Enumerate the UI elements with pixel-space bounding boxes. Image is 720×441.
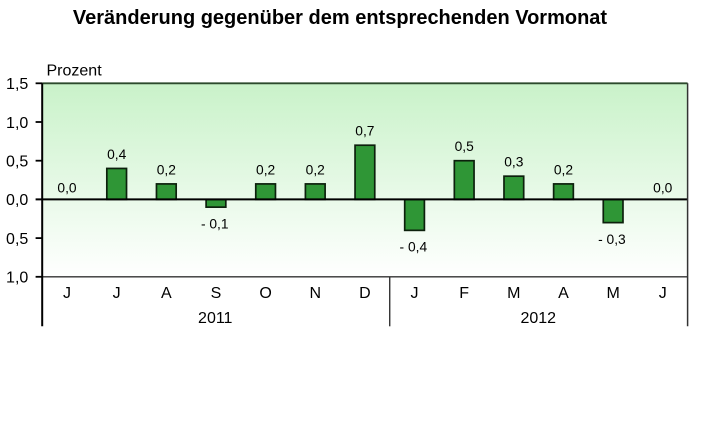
svg-text:0,2: 0,2 [157, 162, 176, 177]
svg-text:J: J [113, 285, 121, 302]
svg-text:0,2: 0,2 [256, 162, 275, 177]
svg-text:1,0: 1,0 [6, 270, 28, 287]
svg-text:0,2: 0,2 [554, 162, 573, 177]
svg-text:S: S [211, 285, 222, 302]
svg-text:A: A [161, 285, 172, 302]
svg-text:O: O [259, 285, 271, 302]
svg-text:N: N [309, 285, 321, 302]
svg-text:2012: 2012 [520, 310, 556, 327]
svg-text:0,7: 0,7 [355, 124, 374, 139]
svg-text:F: F [459, 285, 469, 302]
svg-text:0,5: 0,5 [6, 231, 28, 248]
svg-text:- 0,4: - 0,4 [400, 240, 428, 255]
svg-text:M: M [507, 285, 520, 302]
svg-text:J: J [411, 285, 419, 302]
svg-text:0,3: 0,3 [504, 155, 524, 170]
svg-text:Veränderung gegenüber dem ents: Veränderung gegenüber dem entsprechenden… [73, 7, 608, 29]
svg-text:J: J [659, 285, 667, 302]
svg-text:A: A [558, 285, 569, 302]
svg-text:0,0: 0,0 [57, 181, 77, 196]
svg-text:J: J [63, 285, 71, 302]
svg-text:D: D [359, 285, 371, 302]
svg-text:Prozent: Prozent [47, 63, 103, 80]
svg-text:0,5: 0,5 [6, 153, 28, 170]
svg-text:0,0: 0,0 [6, 192, 28, 209]
svg-text:0,2: 0,2 [306, 162, 325, 177]
svg-text:- 0,3: - 0,3 [598, 232, 626, 247]
svg-text:2011: 2011 [198, 310, 233, 327]
svg-text:0,5: 0,5 [455, 139, 475, 154]
svg-text:0,4: 0,4 [107, 147, 127, 162]
svg-text:1,0: 1,0 [6, 115, 28, 132]
svg-text:- 0,1: - 0,1 [201, 216, 229, 231]
svg-text:0,0: 0,0 [653, 181, 673, 196]
svg-text:M: M [606, 285, 619, 302]
svg-text:1,5: 1,5 [6, 76, 28, 93]
